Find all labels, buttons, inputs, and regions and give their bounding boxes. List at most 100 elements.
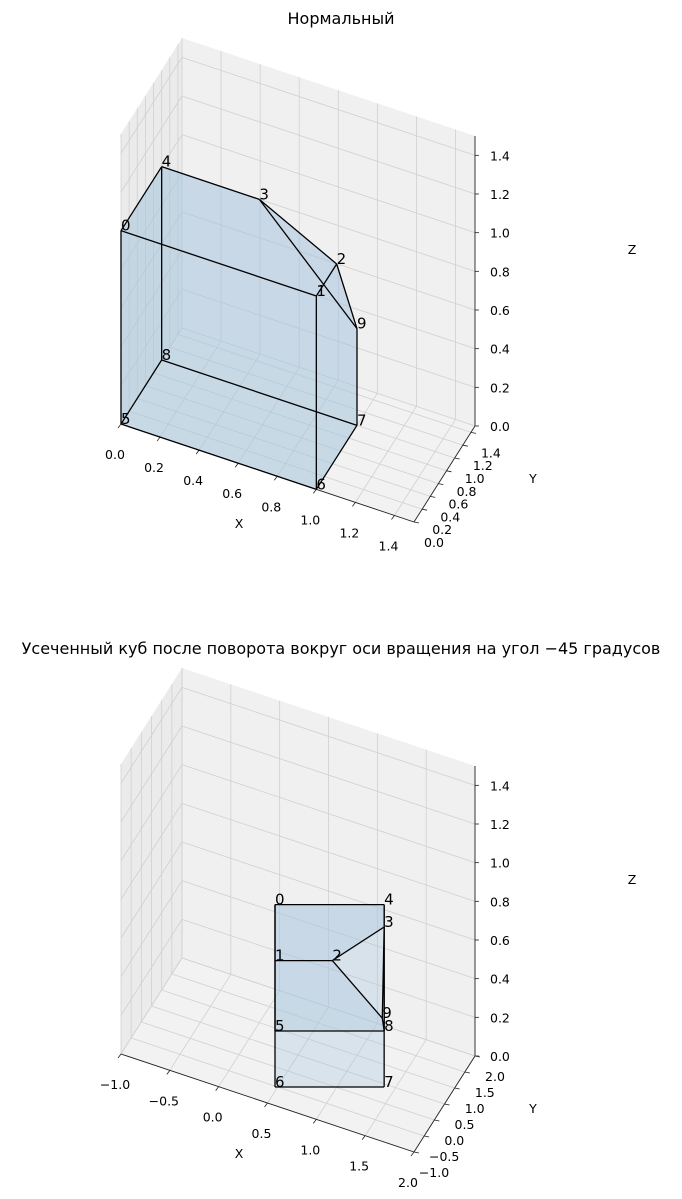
- face: [275, 904, 385, 961]
- y-axis-line: [413, 425, 476, 523]
- x-gridline: [237, 366, 300, 464]
- z-gridline: [120, 841, 183, 939]
- z-axis-label: Z: [628, 872, 637, 887]
- z-gridline: [181, 56, 476, 156]
- z-tick-label: 0.2: [490, 1010, 510, 1025]
- x-tick-label: 0.6: [222, 486, 242, 501]
- x-tick-label: 1.5: [349, 1159, 369, 1174]
- x-tick-label: 0.8: [261, 499, 281, 514]
- face: [161, 166, 357, 426]
- x-axis-label: X: [235, 1146, 244, 1161]
- z-gridline: [181, 686, 476, 786]
- y-tick-mark: [422, 508, 428, 511]
- vertex-label: 0: [121, 217, 131, 235]
- x-gridline: [276, 380, 339, 477]
- vertex-label: 1: [316, 282, 326, 300]
- left-wall-pane: [121, 38, 182, 424]
- x-tick-mark: [117, 423, 122, 429]
- edge: [161, 359, 358, 426]
- z-gridline: [181, 327, 476, 427]
- x-tick-label: 0.5: [252, 1126, 272, 1141]
- z-gridline: [181, 95, 476, 195]
- y-tick-label: 2.0: [485, 1069, 505, 1084]
- z-gridline: [120, 95, 183, 193]
- vertex-label: 7: [357, 411, 367, 429]
- vertex-label: 6: [275, 1073, 285, 1091]
- y-tick-label: 0.2: [432, 522, 452, 537]
- vertex-label: 2: [332, 947, 342, 965]
- edge: [120, 423, 317, 490]
- y-gridline: [137, 398, 431, 497]
- z-gridline: [120, 803, 183, 900]
- y-tick-label: 0.4: [440, 509, 460, 524]
- x-tick-mark: [166, 1070, 171, 1075]
- z-gridline: [181, 841, 476, 941]
- vertex-label: 5: [275, 1017, 285, 1035]
- vertex-label: 0: [275, 891, 285, 909]
- x-tick-label: 0.0: [105, 447, 125, 462]
- vertex-label: 8: [384, 1017, 394, 1035]
- y-gridline: [129, 410, 423, 510]
- y-tick-label: 0.0: [444, 1133, 464, 1148]
- z-gridline: [120, 250, 183, 347]
- z-tick-label: 0.2: [490, 380, 510, 395]
- y-tick-label: 1.5: [475, 1085, 495, 1100]
- z-tick-label: 1.0: [490, 856, 510, 871]
- y-tick-label: 0.8: [457, 484, 477, 499]
- edge: [331, 926, 385, 962]
- x-tick-mark: [313, 489, 317, 494]
- y-gridline: [153, 372, 447, 472]
- z-tick-label: 0.0: [490, 1049, 510, 1064]
- chart-title: Нормальный: [288, 9, 395, 28]
- x-tick-mark: [215, 1086, 219, 1091]
- face: [316, 264, 357, 490]
- vertex-label: 3: [259, 185, 269, 203]
- chart-title: Усеченный куб после поворота вокруг оси …: [22, 639, 661, 658]
- y-tick-mark: [462, 444, 468, 447]
- face: [275, 960, 385, 1031]
- x-tick-mark: [156, 436, 161, 442]
- y-tick-label: 1.2: [473, 458, 493, 473]
- y-gridline: [161, 989, 455, 1089]
- y-tick-mark: [470, 432, 477, 434]
- z-tick-label: 0.8: [490, 264, 510, 279]
- z-gridline: [120, 919, 183, 1016]
- vertex-label: 8: [162, 346, 172, 364]
- z-gridline: [181, 725, 476, 825]
- x-tick-label: 1.2: [339, 525, 359, 540]
- subplot-normal: 0.00.20.40.60.81.01.21.4 0.00.20.40.60.81…: [105, 9, 636, 553]
- z-tick-label: 1.4: [490, 148, 510, 163]
- x-gridline: [198, 353, 261, 451]
- y-gridline: [145, 385, 439, 484]
- vertex-label: 3: [384, 913, 394, 931]
- edge: [161, 166, 260, 200]
- y-tick-mark: [446, 470, 452, 473]
- x-tick-mark: [391, 515, 395, 520]
- vertex-label: 5: [121, 410, 131, 428]
- vertex-label: 7: [384, 1073, 394, 1091]
- z-gridline: [120, 957, 183, 1055]
- edge: [258, 198, 358, 330]
- x-tick-label: 1.0: [300, 1142, 320, 1157]
- z-gridline: [181, 134, 476, 234]
- edge: [336, 263, 358, 329]
- z-tick-label: 1.4: [490, 778, 510, 793]
- x-tick-mark: [264, 1102, 268, 1108]
- face: [275, 1031, 385, 1087]
- z-tick-label: 0.4: [490, 972, 510, 987]
- face: [275, 904, 385, 1031]
- z-gridline: [181, 918, 476, 1018]
- x-tick-mark: [410, 1151, 415, 1157]
- x-tick-label: 0.2: [144, 460, 164, 475]
- y-tick-mark: [454, 1087, 460, 1090]
- face: [121, 166, 337, 296]
- y-gridline: [151, 1005, 445, 1105]
- x-tick-label: −1.0: [100, 1077, 130, 1092]
- x-tick-mark: [352, 502, 356, 507]
- y-tick-mark: [464, 1071, 470, 1074]
- x-tick-label: −0.5: [149, 1093, 179, 1108]
- z-tick-label: 1.0: [490, 226, 510, 241]
- edge: [331, 960, 383, 1019]
- y-tick-mark: [444, 1103, 450, 1106]
